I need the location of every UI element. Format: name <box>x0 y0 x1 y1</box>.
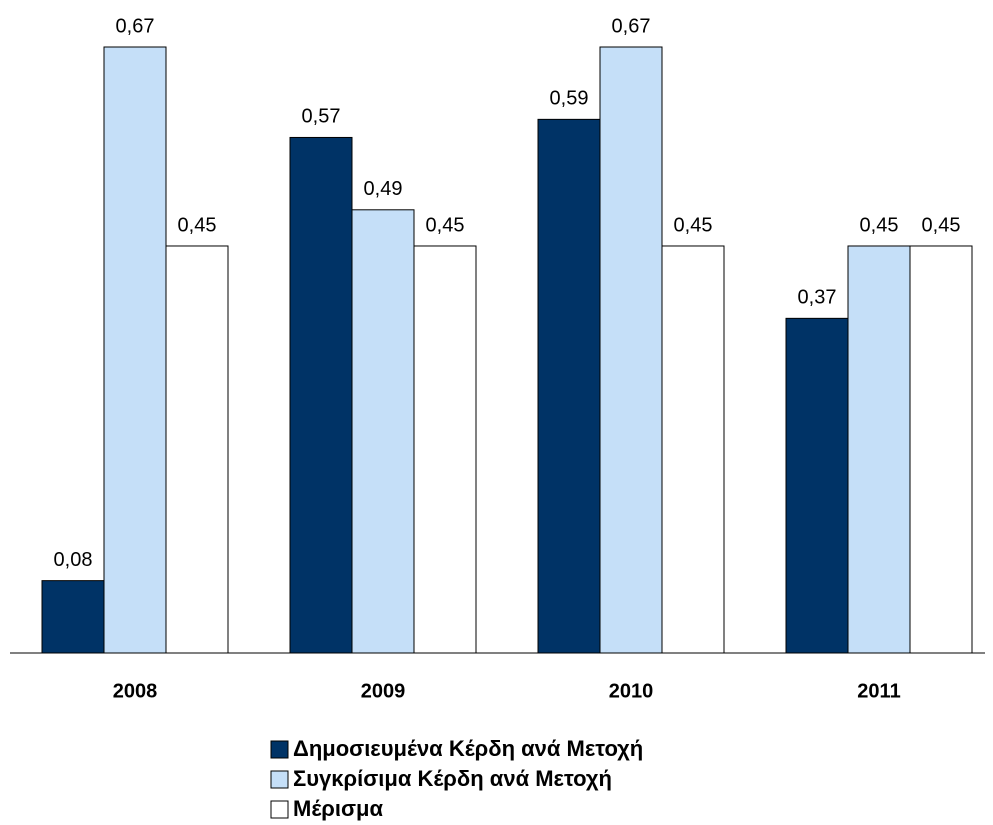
x-tick-label: 2011 <box>857 680 900 702</box>
bar <box>413 245 477 654</box>
data-label: 0,45 <box>922 214 961 236</box>
legend-swatch <box>270 770 289 789</box>
data-label: 0,45 <box>860 214 899 236</box>
bar <box>537 118 601 654</box>
data-label: 0,57 <box>302 106 341 128</box>
bar <box>41 580 105 654</box>
bar <box>165 245 229 654</box>
bar <box>599 46 663 654</box>
legend-label: Μέρισμα <box>293 796 383 821</box>
legend-swatch <box>270 740 289 759</box>
bar <box>909 245 973 654</box>
bar <box>847 245 911 654</box>
data-label: 0,49 <box>364 178 403 200</box>
data-label: 0,59 <box>550 88 589 110</box>
bar <box>661 245 725 654</box>
x-tick-label: 2008 <box>113 680 158 702</box>
data-label: 0,45 <box>178 214 217 236</box>
legend-label: Δημοσιευμένα Κέρδη ανά Μετοχή <box>293 736 643 761</box>
bar <box>103 46 167 654</box>
data-label: 0,37 <box>798 287 837 309</box>
bar <box>785 317 849 654</box>
legend-swatch <box>270 800 289 819</box>
bar <box>351 209 415 654</box>
legend-label: Συγκρίσιμα Κέρδη ανά Μετοχή <box>293 766 612 791</box>
data-label: 0,45 <box>426 214 465 236</box>
data-label: 0,67 <box>612 15 651 37</box>
data-label: 0,45 <box>674 214 713 236</box>
x-tick-label: 2009 <box>361 680 406 702</box>
bar <box>289 136 353 654</box>
x-tick-label: 2010 <box>609 680 654 702</box>
data-label: 0,67 <box>116 15 155 37</box>
data-label: 0,08 <box>54 549 93 571</box>
